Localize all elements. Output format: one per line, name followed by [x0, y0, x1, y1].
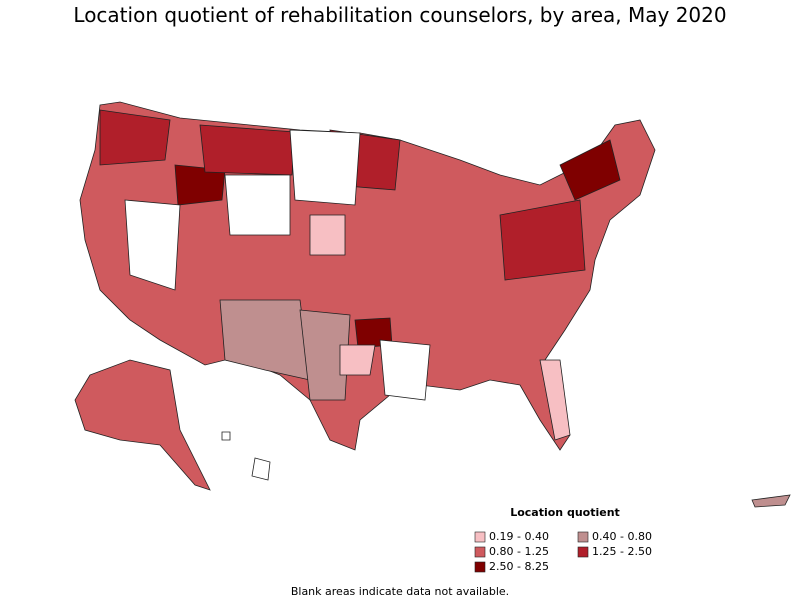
region-blank [124, 199, 181, 291]
region-dark [559, 139, 621, 201]
region-dark [499, 199, 586, 281]
region-light [339, 344, 376, 376]
region-mid [299, 309, 351, 401]
region-light [309, 214, 346, 256]
region-blank [289, 129, 361, 206]
legend-label: 0.19 - 0.40 [489, 530, 549, 543]
region-light [539, 359, 571, 441]
alaska [74, 359, 211, 491]
region-dark [199, 124, 296, 176]
hawaii [251, 457, 271, 481]
legend-swatch [577, 546, 589, 558]
map [74, 101, 791, 508]
map-note: Blank areas indicate data not available. [291, 585, 509, 598]
map-title: Location quotient of rehabilitation coun… [73, 3, 726, 27]
legend-label: 1.25 - 2.50 [592, 545, 652, 558]
hawaii [221, 431, 231, 441]
region-blank [224, 174, 291, 236]
legend-swatch [474, 561, 486, 573]
legend-swatch [474, 546, 486, 558]
legend-title: Location quotient [510, 506, 620, 519]
region-blank [379, 339, 431, 401]
region-dark [99, 109, 171, 166]
legend: 0.19 - 0.40 0.40 - 0.80 0.80 - 1.25 1.25 - … [474, 530, 652, 573]
legend-label: 2.50 - 8.25 [489, 560, 549, 573]
puerto-rico [751, 494, 791, 508]
region-mid [219, 299, 311, 381]
contiguous-us [79, 101, 656, 451]
legend-swatch [577, 531, 589, 543]
legend-label: 0.80 - 1.25 [489, 545, 549, 558]
legend-swatch [474, 531, 486, 543]
legend-label: 0.40 - 0.80 [592, 530, 652, 543]
